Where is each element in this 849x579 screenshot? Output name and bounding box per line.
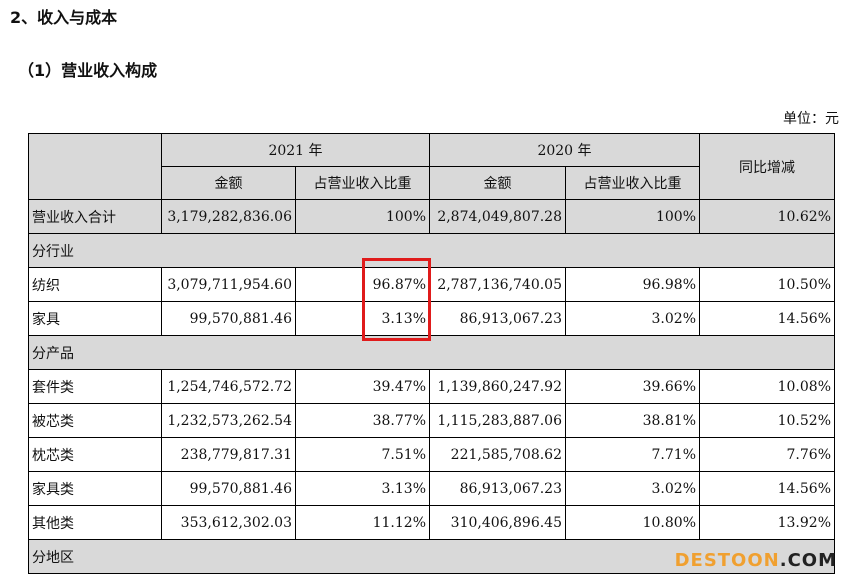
- watermark-main: DESTOON: [674, 550, 780, 571]
- ratio-2020: 3.02%: [565, 471, 700, 506]
- ratio-2020: 100%: [565, 199, 700, 234]
- amount-2020: 1,115,283,887.06: [429, 403, 566, 438]
- header-blank-cell: [28, 133, 162, 200]
- row-label: 纺织: [28, 267, 162, 302]
- table-row: 家具类 99,570,881.46 3.13% 86,913,067.23 3.02% 1…: [28, 471, 835, 506]
- row-label: 枕芯类: [28, 437, 162, 472]
- amount-2021: 353,612,302.03: [161, 505, 296, 540]
- amount-2021: 3,179,282,836.06: [161, 199, 296, 234]
- yoy-change: 10.08%: [699, 369, 835, 404]
- amount-2020: 86,913,067.23: [429, 301, 566, 336]
- amount-2020: 310,406,896.45: [429, 505, 566, 540]
- watermark-suffix: .COM: [779, 550, 837, 571]
- header-amount-2021: 金额: [161, 166, 296, 200]
- revenue-table: 2021 年 2020 年 同比增减 金额 占营业收入比重 金额 占营业收入比重…: [28, 133, 835, 574]
- table-section-row: 分地区: [28, 539, 835, 574]
- row-label: 家具: [28, 301, 162, 336]
- table-row: 纺织 3,079,711,954.60 96.87% 2,787,136,740.05…: [28, 267, 835, 302]
- table-row: 营业收入合计 3,179,282,836.06 100% 2,874,049,807.…: [28, 199, 835, 234]
- yoy-change: 10.50%: [699, 267, 835, 302]
- ratio-2020: 3.02%: [565, 301, 700, 336]
- amount-2021: 99,570,881.46: [161, 471, 296, 506]
- amount-2020: 2,874,049,807.28: [429, 199, 566, 234]
- amount-2021: 3,079,711,954.60: [161, 267, 296, 302]
- header-ratio-2020: 占营业收入比重: [565, 166, 700, 200]
- row-label: 套件类: [28, 369, 162, 404]
- amount-2021: 99,570,881.46: [161, 301, 296, 336]
- table-row: 套件类 1,254,746,572.72 39.47% 1,139,860,247.9…: [28, 369, 835, 404]
- table-row: 枕芯类 238,779,817.31 7.51% 221,585,708.62 7.71…: [28, 437, 835, 472]
- ratio-2021: 3.13%: [295, 471, 430, 506]
- row-label: 家具类: [28, 471, 162, 506]
- section-label: 分地区: [28, 539, 835, 574]
- amount-2021: 238,779,817.31: [161, 437, 296, 472]
- yoy-change: 14.56%: [699, 471, 835, 506]
- header-yoy: 同比增减: [699, 133, 835, 200]
- ratio-2021: 11.12%: [295, 505, 430, 540]
- ratio-2020: 39.66%: [565, 369, 700, 404]
- table-section-row: 分行业: [28, 233, 835, 268]
- ratio-2021: 39.47%: [295, 369, 430, 404]
- ratio-2021: 100%: [295, 199, 430, 234]
- highlight-annotation-box: [362, 258, 431, 341]
- amount-2020: 86,913,067.23: [429, 471, 566, 506]
- section-label: 分行业: [28, 233, 835, 268]
- ratio-2020: 10.80%: [565, 505, 700, 540]
- watermark: DESTOON.COM: [675, 550, 837, 571]
- table-body: 营业收入合计 3,179,282,836.06 100% 2,874,049,807.…: [28, 199, 835, 574]
- row-label: 其他类: [28, 505, 162, 540]
- header-year-2021: 2021 年: [161, 133, 430, 167]
- table-row: 被芯类 1,232,573,262.54 38.77% 1,115,283,887.0…: [28, 403, 835, 438]
- yoy-change: 7.76%: [699, 437, 835, 472]
- subsection-title: （1）营业收入构成: [18, 61, 158, 80]
- header-amount-2020: 金额: [429, 166, 566, 200]
- yoy-change: 10.52%: [699, 403, 835, 438]
- section-title: 2、收入与成本: [10, 8, 118, 27]
- row-label: 营业收入合计: [28, 199, 162, 234]
- amount-2020: 2,787,136,740.05: [429, 267, 566, 302]
- amount-2021: 1,254,746,572.72: [161, 369, 296, 404]
- ratio-2021: 38.77%: [295, 403, 430, 438]
- yoy-change: 14.56%: [699, 301, 835, 336]
- yoy-change: 10.62%: [699, 199, 835, 234]
- header-year-2020: 2020 年: [429, 133, 700, 167]
- amount-2020: 221,585,708.62: [429, 437, 566, 472]
- section-label: 分产品: [28, 335, 835, 370]
- table-section-row: 分产品: [28, 335, 835, 370]
- ratio-2020: 38.81%: [565, 403, 700, 438]
- amount-2020: 1,139,860,247.92: [429, 369, 566, 404]
- row-label: 被芯类: [28, 403, 162, 438]
- header-ratio-2021: 占营业收入比重: [295, 166, 430, 200]
- ratio-2020: 96.98%: [565, 267, 700, 302]
- ratio-2020: 7.71%: [565, 437, 700, 472]
- table-row: 其他类 353,612,302.03 11.12% 310,406,896.45 10.…: [28, 505, 835, 540]
- yoy-change: 13.92%: [699, 505, 835, 540]
- amount-2021: 1,232,573,262.54: [161, 403, 296, 438]
- unit-label: 单位：元: [783, 111, 839, 127]
- table-row: 家具 99,570,881.46 3.13% 86,913,067.23 3.02% 14…: [28, 301, 835, 336]
- ratio-2021: 7.51%: [295, 437, 430, 472]
